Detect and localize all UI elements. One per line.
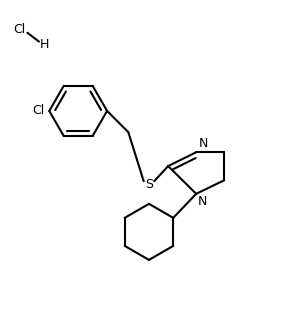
Text: N: N (199, 137, 208, 150)
Text: N: N (198, 195, 207, 208)
Text: H: H (40, 38, 49, 51)
Text: Cl: Cl (32, 104, 45, 118)
Text: Cl: Cl (13, 23, 26, 36)
Text: S: S (145, 178, 153, 191)
